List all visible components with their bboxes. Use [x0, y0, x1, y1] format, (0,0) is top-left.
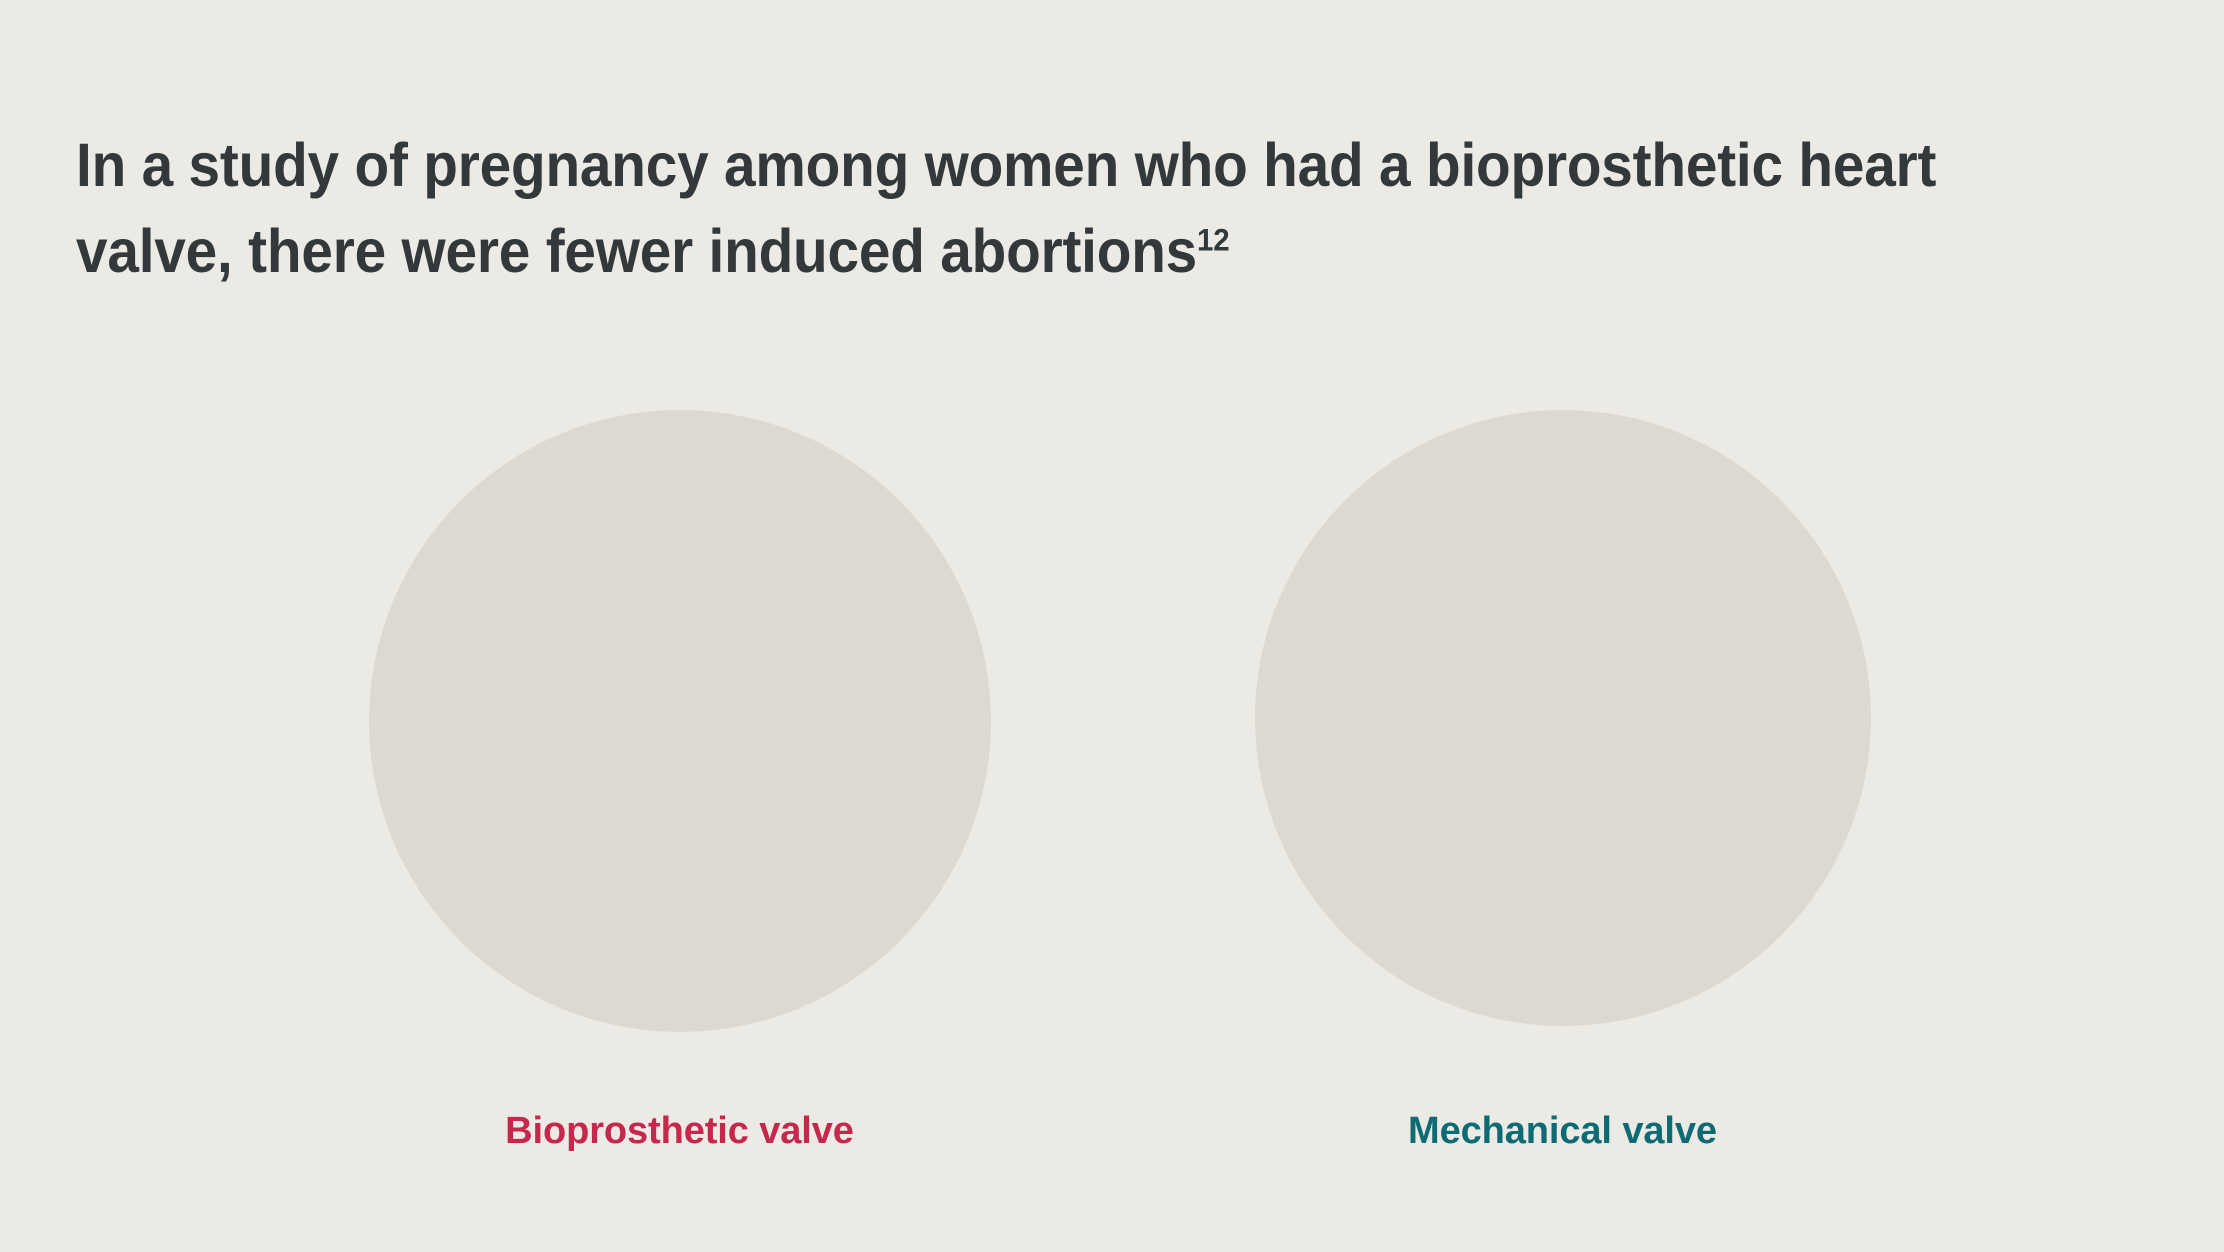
pie-label-bioprosthetic-valve: Bioprosthetic valve [505, 1110, 854, 1152]
title-line-1-text: In a study of pregnancy among women who … [76, 131, 1937, 199]
pie-disc-bioprosthetic[interactable] [368, 410, 991, 1032]
pie-label-mechanical-valve: Mechanical valve [1408, 1110, 1717, 1152]
pie-chart-bioprosthetic-valve[interactable]: Bioprosthetic valve [292, 330, 1067, 1190]
title-line-2: valve, there were fewer induced abortion… [76, 208, 2001, 294]
pie-disc-wrapper-bioprosthetic [368, 410, 991, 1032]
title-line-2-text: valve, there were fewer induced abortion… [76, 217, 1198, 285]
page-title: In a study of pregnancy among women who … [76, 122, 2146, 294]
pie-chart-mechanical-valve[interactable]: Mechanical valve [1180, 330, 1945, 1190]
title-line-1: In a study of pregnancy among women who … [76, 122, 2001, 208]
pie-disc-mechanical[interactable] [1254, 410, 1871, 1026]
pie-chart-comparison: Bioprosthetic valve Mechanical valve [0, 330, 2224, 1190]
pie-disc-wrapper-mechanical [1254, 410, 1871, 1026]
title-superscript-reference: 12 [1197, 221, 1230, 258]
